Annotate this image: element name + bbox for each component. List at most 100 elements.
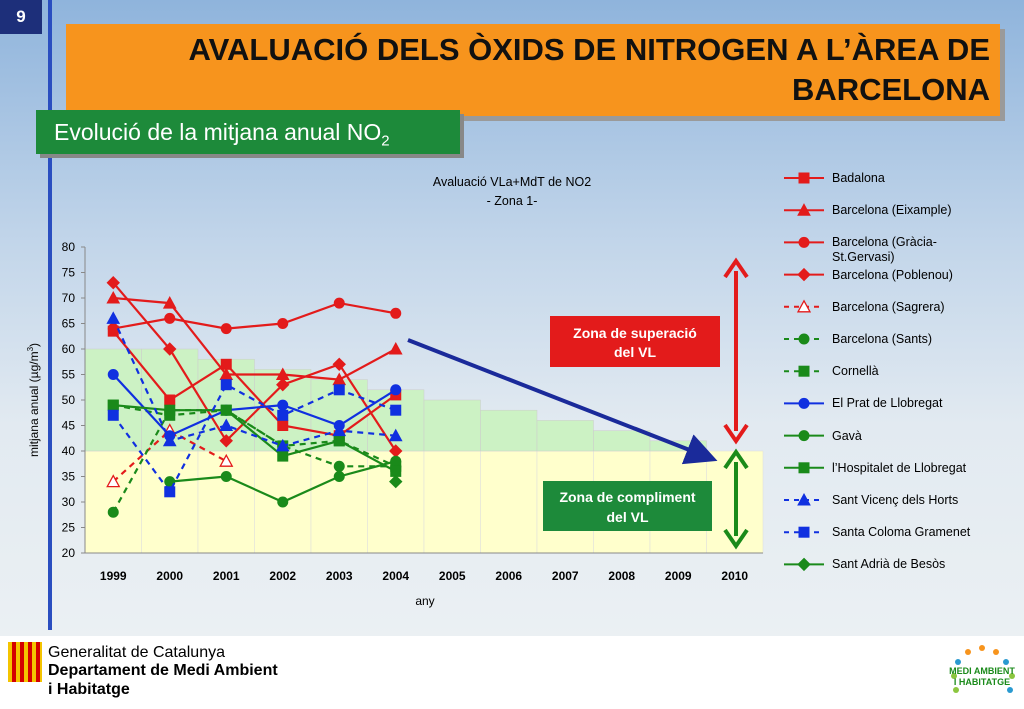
x-tick-label: 2008 <box>608 569 635 583</box>
legend-label: l’Hospitalet de Llobregat <box>832 460 967 475</box>
marker <box>276 377 290 392</box>
marker <box>164 394 176 406</box>
logo-text: I HABITATGE <box>954 677 1010 687</box>
marker <box>390 307 402 319</box>
series-line <box>112 373 397 438</box>
legend-key <box>784 172 824 184</box>
marker <box>333 435 345 447</box>
x-tick-label: 2005 <box>439 569 466 583</box>
marker <box>796 299 812 313</box>
marker <box>277 450 289 462</box>
y-tick-label: 20 <box>62 546 76 560</box>
legend-label: Barcelona (Eixample) <box>832 203 952 218</box>
marker <box>220 471 232 482</box>
marker <box>798 236 810 248</box>
y-tick-label: 65 <box>62 317 76 331</box>
series <box>164 455 402 508</box>
x-tick-label: 2003 <box>326 569 353 583</box>
footer-line: Generalitat de Catalunya <box>48 644 225 661</box>
limit-step <box>423 399 481 452</box>
marker <box>797 203 811 216</box>
coat-of-arms <box>8 642 42 682</box>
comply-box <box>543 481 712 531</box>
legend-key <box>784 397 824 409</box>
y-tick-label: 80 <box>62 240 76 254</box>
limit-step <box>593 430 651 452</box>
marker <box>333 471 345 482</box>
series <box>106 311 403 452</box>
marker <box>162 433 177 447</box>
marker <box>107 399 119 411</box>
marker <box>388 428 403 442</box>
series-line <box>112 383 397 494</box>
marker <box>106 290 121 304</box>
x-tick-label: 2007 <box>552 569 579 583</box>
comply-arrow-head <box>723 448 749 470</box>
limit-step <box>480 409 538 452</box>
page-number: 9 <box>0 0 42 34</box>
legend-label: Cornellà <box>832 364 879 379</box>
legend-label: Gavà <box>832 428 862 443</box>
comply-zone <box>480 450 538 554</box>
legend-label: Santa Coloma Gramenet <box>832 525 971 540</box>
marker <box>333 297 345 309</box>
y-tick-label: 50 <box>62 393 76 407</box>
exceed-arrow-head <box>723 257 749 279</box>
exceed-label: Zona de superació del VL <box>573 325 697 360</box>
marker <box>164 312 176 324</box>
y-tick-label: 60 <box>62 342 76 356</box>
marker <box>164 486 176 498</box>
series <box>107 379 402 498</box>
marker <box>333 384 345 396</box>
subtitle-sub: 2 <box>381 132 390 150</box>
logo-text: MEDI AMBIENT <box>949 666 1015 676</box>
y-tick-label: 75 <box>62 266 76 280</box>
footer-line: Departament de Medi Ambient <box>48 662 278 679</box>
exceed-wrap: Zona de superació del VL <box>573 325 697 360</box>
legend-label: Barcelona (Poblenou) <box>832 267 953 282</box>
marker <box>333 460 345 472</box>
legend-key <box>784 492 824 506</box>
legend-key <box>784 365 824 377</box>
marker <box>107 369 119 380</box>
slide-title: AVALUACIÓ DELS ÒXIDS DE NITROGEN A L’ÀRE… <box>66 24 1000 116</box>
series <box>107 297 402 335</box>
marker <box>388 341 403 355</box>
y-tick-label: 25 <box>62 521 76 535</box>
series-line <box>112 317 396 448</box>
series <box>106 275 403 458</box>
chart-subtitle: - Zona 1- <box>487 194 538 208</box>
marker <box>390 384 402 396</box>
marker <box>389 474 403 489</box>
marker <box>106 275 120 290</box>
subtitle-text: Evolució de la mitjana anual NO <box>54 119 382 145</box>
marker <box>797 492 811 506</box>
marker <box>107 506 119 518</box>
x-tick-label: 2000 <box>156 569 183 583</box>
legend-label: Sant Adrià de Besòs <box>832 557 946 572</box>
exceed-arrow-head <box>723 423 749 445</box>
chart-title: Avaluació VLa+MdT de NO2 <box>433 175 591 189</box>
legend-label: El Prat de Llobregat <box>832 396 943 411</box>
marker <box>798 526 810 538</box>
y-tick-label: 30 <box>62 495 76 509</box>
x-axis-label: any <box>415 594 434 608</box>
slide-subtitle: Evolució de la mitjana anual NO2 <box>36 110 460 154</box>
marker <box>106 311 121 324</box>
y-label-end: ) <box>27 343 41 347</box>
marker <box>277 420 289 431</box>
legend-key <box>784 430 824 442</box>
series-line <box>113 404 397 468</box>
y-tick-label: 35 <box>62 470 76 484</box>
x-tick-label: 2009 <box>665 569 692 583</box>
marker <box>107 409 119 421</box>
marker <box>390 404 402 416</box>
series-line <box>112 429 227 483</box>
comply-wrap: Zona de compliment del VL <box>559 489 695 525</box>
marker <box>162 296 177 309</box>
marker <box>797 557 811 572</box>
y-label-text: mitjana anual (µg/m <box>27 351 41 457</box>
marker <box>798 172 810 184</box>
legend-key <box>784 557 824 572</box>
y-axis-label: mitjana anual (µg/m3) <box>26 343 41 457</box>
